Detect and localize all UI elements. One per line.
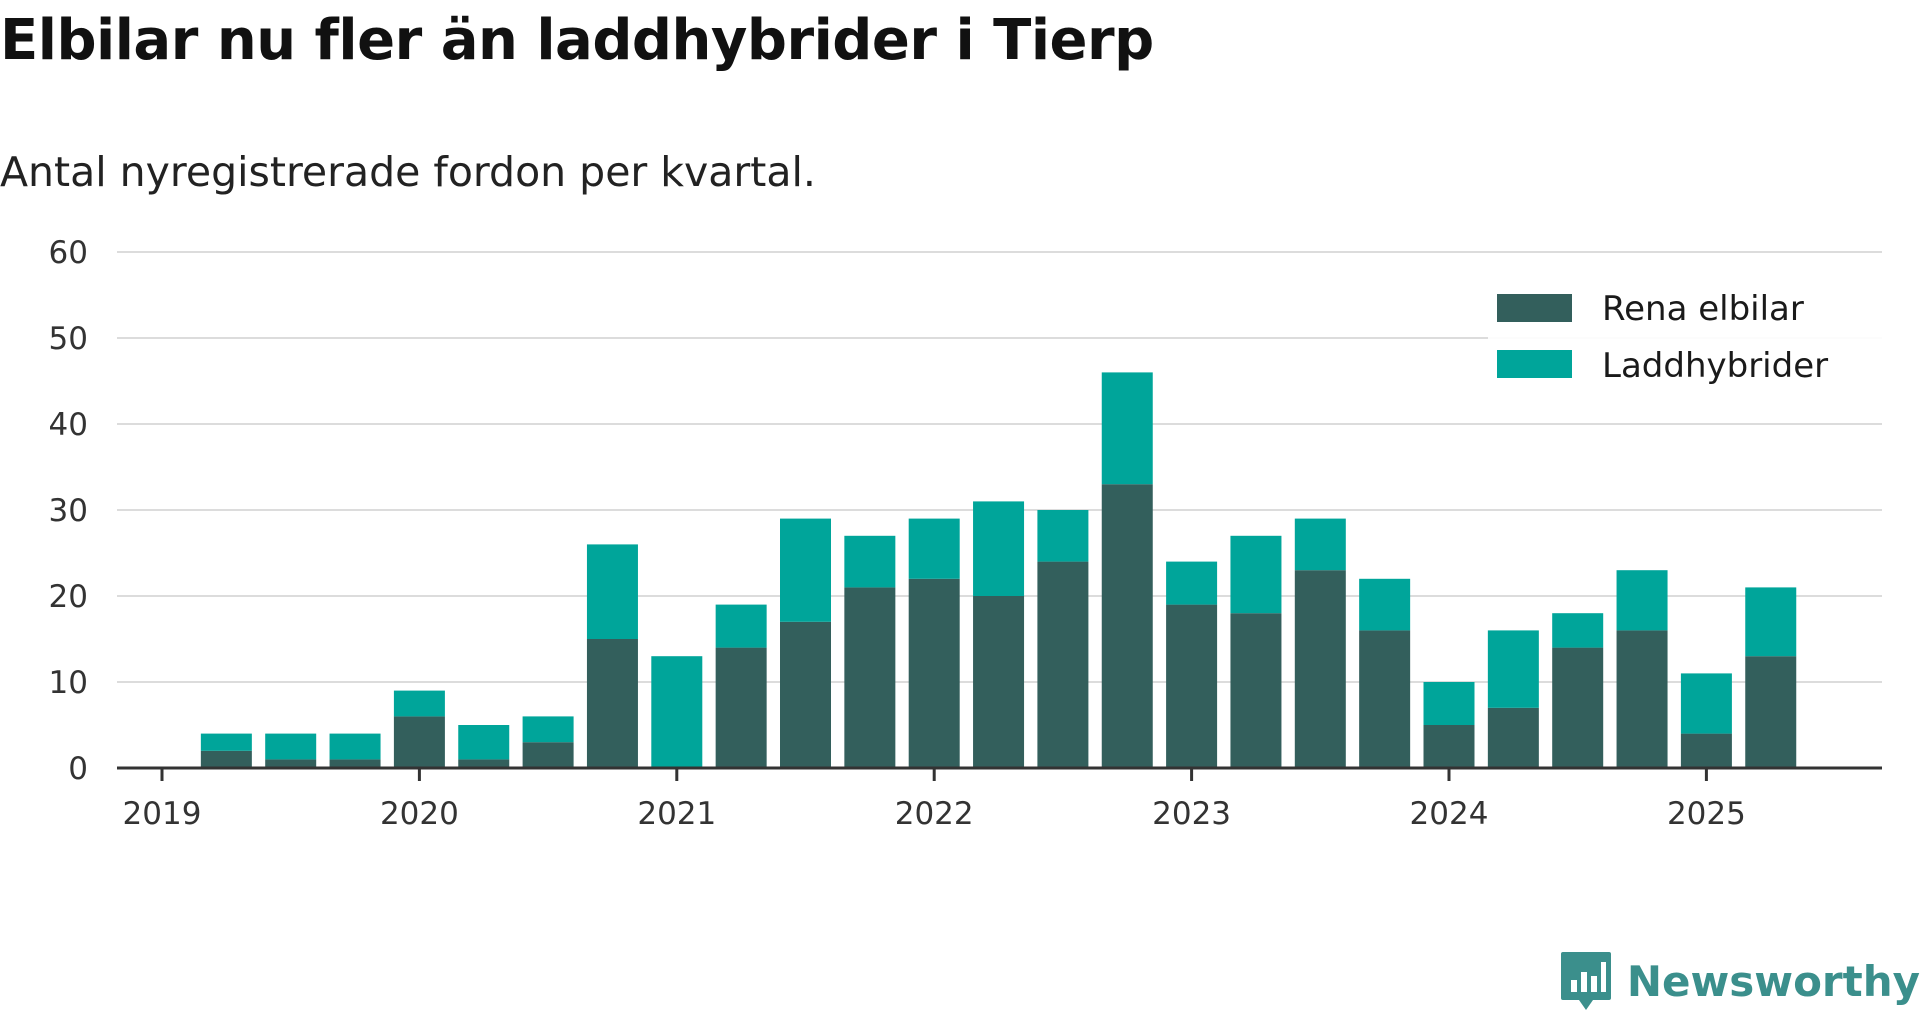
legend: Rena elbilar Laddhybrider	[1488, 284, 1890, 402]
x-tick-label-2022: 2022	[895, 796, 974, 832]
bar-laddhybrider-2019-Q4	[329, 733, 381, 760]
bar-laddhybrider-2022-Q4	[1101, 372, 1153, 485]
bar-rena-elbilar-2021-Q2	[715, 647, 767, 768]
bar-rena-elbilar-2025-Q1	[1680, 733, 1732, 768]
axes: 0 10 20 30 40 50 60 2019 2020 2021 2022 2023 2024 202…	[49, 235, 1882, 832]
bar-laddhybrider-2019-Q3	[265, 733, 317, 760]
bar-laddhybrider-2023-Q4	[1359, 578, 1411, 631]
bar-laddhybrider-2024-Q3	[1552, 613, 1604, 648]
bar-laddhybrider-2024-Q1	[1423, 682, 1475, 725]
brand-name: Newsworthy	[1626, 956, 1920, 1006]
x-tick-label-2021: 2021	[637, 796, 716, 832]
bars	[200, 372, 1797, 768]
x-tick-label-2025: 2025	[1667, 796, 1746, 832]
y-tick-label-40: 40	[49, 407, 88, 443]
bar-rena-elbilar-2024-Q4	[1616, 630, 1668, 768]
bar-laddhybrider-2023-Q2	[1230, 535, 1282, 614]
x-tick-label-2023: 2023	[1152, 796, 1231, 832]
bar-laddhybrider-2022-Q1	[908, 518, 960, 579]
y-tick-label-20: 20	[49, 579, 88, 615]
legend-swatch-laddhybrider	[1497, 350, 1572, 378]
bar-rena-elbilar-2020-Q3	[522, 742, 574, 768]
y-tick-label-10: 10	[49, 665, 88, 701]
bar-rena-elbilar-2023-Q3	[1294, 570, 1346, 768]
bar-laddhybrider-2020-Q2	[458, 725, 510, 760]
brand-logo: Newsworthy	[1559, 950, 1920, 1012]
bar-laddhybrider-2025-Q2	[1745, 587, 1797, 657]
bar-laddhybrider-2024-Q4	[1616, 570, 1668, 631]
bar-rena-elbilar-2019-Q3	[265, 759, 317, 768]
y-tick-label-0: 0	[68, 751, 88, 787]
chart-title: Elbilar nu fler än laddhybrider i Tierp	[0, 8, 1154, 73]
bar-laddhybrider-2020-Q4	[586, 544, 638, 639]
bar-laddhybrider-2023-Q3	[1294, 518, 1346, 571]
bar-rena-elbilar-2022-Q4	[1101, 484, 1153, 768]
bar-laddhybrider-2022-Q2	[973, 501, 1025, 596]
bar-rena-elbilar-2024-Q2	[1487, 707, 1539, 768]
legend-label-rena-elbilar: Rena elbilar	[1602, 289, 1804, 329]
y-tick-label-30: 30	[49, 493, 88, 529]
bar-rena-elbilar-2019-Q4	[329, 759, 381, 768]
bar-rena-elbilar-2024-Q3	[1552, 647, 1604, 768]
bar-rena-elbilar-2022-Q3	[1037, 561, 1089, 768]
bar-rena-elbilar-2020-Q2	[458, 759, 510, 768]
bar-rena-elbilar-2020-Q1	[393, 716, 445, 768]
bar-rena-elbilar-2023-Q1	[1166, 604, 1218, 768]
y-tick-label-50: 50	[49, 321, 88, 357]
x-tick-label-2024: 2024	[1410, 796, 1489, 832]
bar-laddhybrider-2023-Q1	[1166, 561, 1218, 605]
bar-rena-elbilar-2024-Q1	[1423, 725, 1475, 768]
bar-rena-elbilar-2021-Q3	[780, 621, 831, 768]
chart-subtitle: Antal nyregistrerade fordon per kvartal.	[0, 148, 816, 196]
bar-rena-elbilar-2021-Q4	[844, 587, 896, 768]
bar-laddhybrider-2019-Q2	[200, 733, 252, 751]
bar-rena-elbilar-2025-Q2	[1745, 656, 1797, 768]
bar-laddhybrider-2020-Q3	[522, 716, 574, 743]
bar-laddhybrider-2022-Q3	[1037, 510, 1089, 562]
bar-laddhybrider-2024-Q2	[1487, 630, 1539, 708]
bar-rena-elbilar-2020-Q4	[586, 639, 638, 768]
y-tick-label-60: 60	[49, 235, 88, 271]
newsworthy-logo-icon	[1560, 952, 1611, 1010]
bar-laddhybrider-2021-Q3	[780, 518, 831, 622]
bar-laddhybrider-2021-Q1	[651, 656, 703, 768]
bar-laddhybrider-2025-Q1	[1680, 673, 1732, 734]
x-tick-label-2020: 2020	[380, 796, 459, 832]
bar-rena-elbilar-2023-Q4	[1359, 630, 1411, 768]
bar-laddhybrider-2020-Q1	[393, 690, 445, 717]
bar-laddhybrider-2021-Q2	[715, 604, 767, 648]
bar-laddhybrider-2021-Q4	[844, 535, 896, 588]
bar-rena-elbilar-2022-Q1	[908, 578, 960, 768]
bar-rena-elbilar-2019-Q2	[200, 750, 252, 768]
legend-label-laddhybrider: Laddhybrider	[1602, 346, 1828, 386]
bar-rena-elbilar-2023-Q2	[1230, 613, 1282, 768]
bar-rena-elbilar-2022-Q2	[973, 596, 1025, 768]
x-tick-label-2019: 2019	[123, 796, 202, 832]
legend-swatch-rena-elbilar	[1497, 294, 1572, 322]
